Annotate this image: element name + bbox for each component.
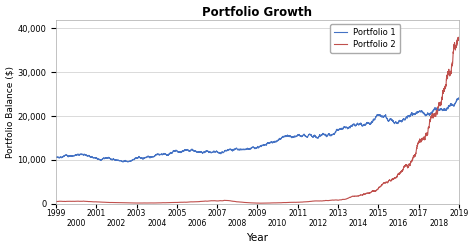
Portfolio 2 (54, 200, 60, 203)
Portfolio 1 (54, 156, 60, 159)
Portfolio 2 (288, 201, 293, 204)
Portfolio 2 (53, 200, 59, 203)
Portfolio 2 (456, 36, 462, 39)
X-axis label: Year: Year (246, 234, 268, 244)
Portfolio 1 (456, 97, 462, 100)
Portfolio 1 (329, 133, 335, 136)
Portfolio 1 (53, 156, 59, 159)
Line: Portfolio 2: Portfolio 2 (56, 37, 459, 203)
Title: Portfolio Growth: Portfolio Growth (202, 5, 312, 19)
Portfolio 1 (121, 160, 127, 163)
Portfolio 2 (329, 199, 335, 202)
Legend: Portfolio 1, Portfolio 2: Portfolio 1, Portfolio 2 (330, 24, 400, 53)
Y-axis label: Portfolio Balance ($): Portfolio Balance ($) (6, 66, 15, 158)
Portfolio 1 (456, 97, 462, 100)
Portfolio 2 (456, 36, 461, 39)
Portfolio 1 (385, 118, 391, 121)
Portfolio 2 (385, 181, 391, 184)
Portfolio 2 (258, 202, 264, 205)
Portfolio 2 (121, 201, 127, 204)
Portfolio 1 (196, 151, 201, 154)
Portfolio 1 (288, 135, 293, 138)
Portfolio 2 (195, 200, 201, 203)
Portfolio 1 (120, 160, 126, 163)
Line: Portfolio 1: Portfolio 1 (56, 98, 459, 162)
